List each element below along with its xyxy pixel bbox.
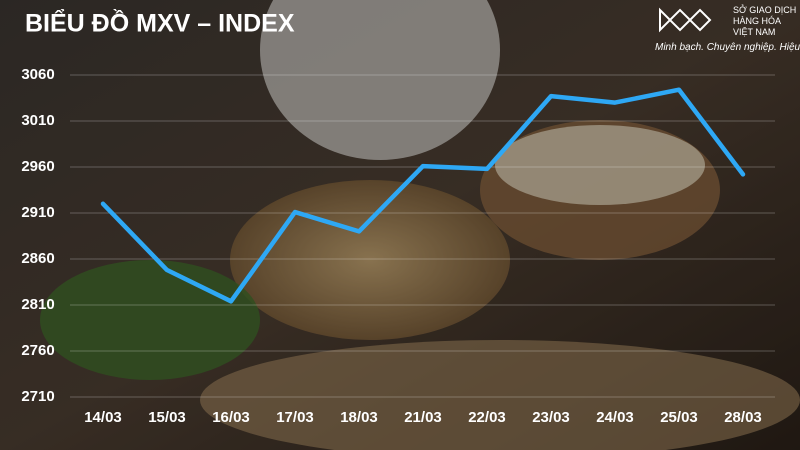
chart-title: BIỂU ĐỒ MXV – INDEX	[25, 8, 295, 38]
x-tick-label: 15/03	[148, 409, 186, 426]
y-tick-label: 3060	[21, 66, 54, 83]
x-tick-label: 18/03	[340, 409, 378, 426]
x-tick-label: 23/03	[532, 409, 570, 426]
logo-line: HÀNG HÓA	[733, 16, 781, 26]
y-tick-label: 2810	[21, 296, 54, 313]
logo-line: VIỆT NAM	[733, 27, 775, 37]
y-tick-label: 2910	[21, 204, 54, 221]
flour	[495, 125, 705, 205]
y-tick-label: 3010	[21, 112, 54, 129]
spoon-beans	[230, 180, 510, 340]
y-tick-label: 2860	[21, 250, 54, 267]
data-line	[100, 87, 746, 304]
x-tick-label: 16/03	[212, 409, 250, 426]
jar	[260, 0, 500, 160]
y-tick-label: 2960	[21, 158, 54, 175]
logo-line: SỞ GIAO DỊCH	[733, 4, 796, 15]
logo-tagline: Minh bạch. Chuyên nghiệp. Hiệu quả	[655, 41, 800, 53]
logo-mark	[659, 7, 712, 33]
x-tick-label: 24/03	[596, 409, 634, 426]
x-tick-label: 28/03	[724, 409, 762, 426]
x-tick-label: 17/03	[276, 409, 314, 426]
x-tick-label: 22/03	[468, 409, 506, 426]
x-tick-label: 25/03	[660, 409, 698, 426]
scattered-beans	[200, 340, 800, 450]
logo: SỞ GIAO DỊCH HÀNG HÓA VIỆT NAM Minh bạch…	[655, 4, 800, 53]
y-tick-label: 2710	[21, 388, 54, 405]
y-tick-label: 2760	[21, 342, 54, 359]
x-tick-label: 14/03	[84, 409, 122, 426]
x-tick-label: 21/03	[404, 409, 442, 426]
